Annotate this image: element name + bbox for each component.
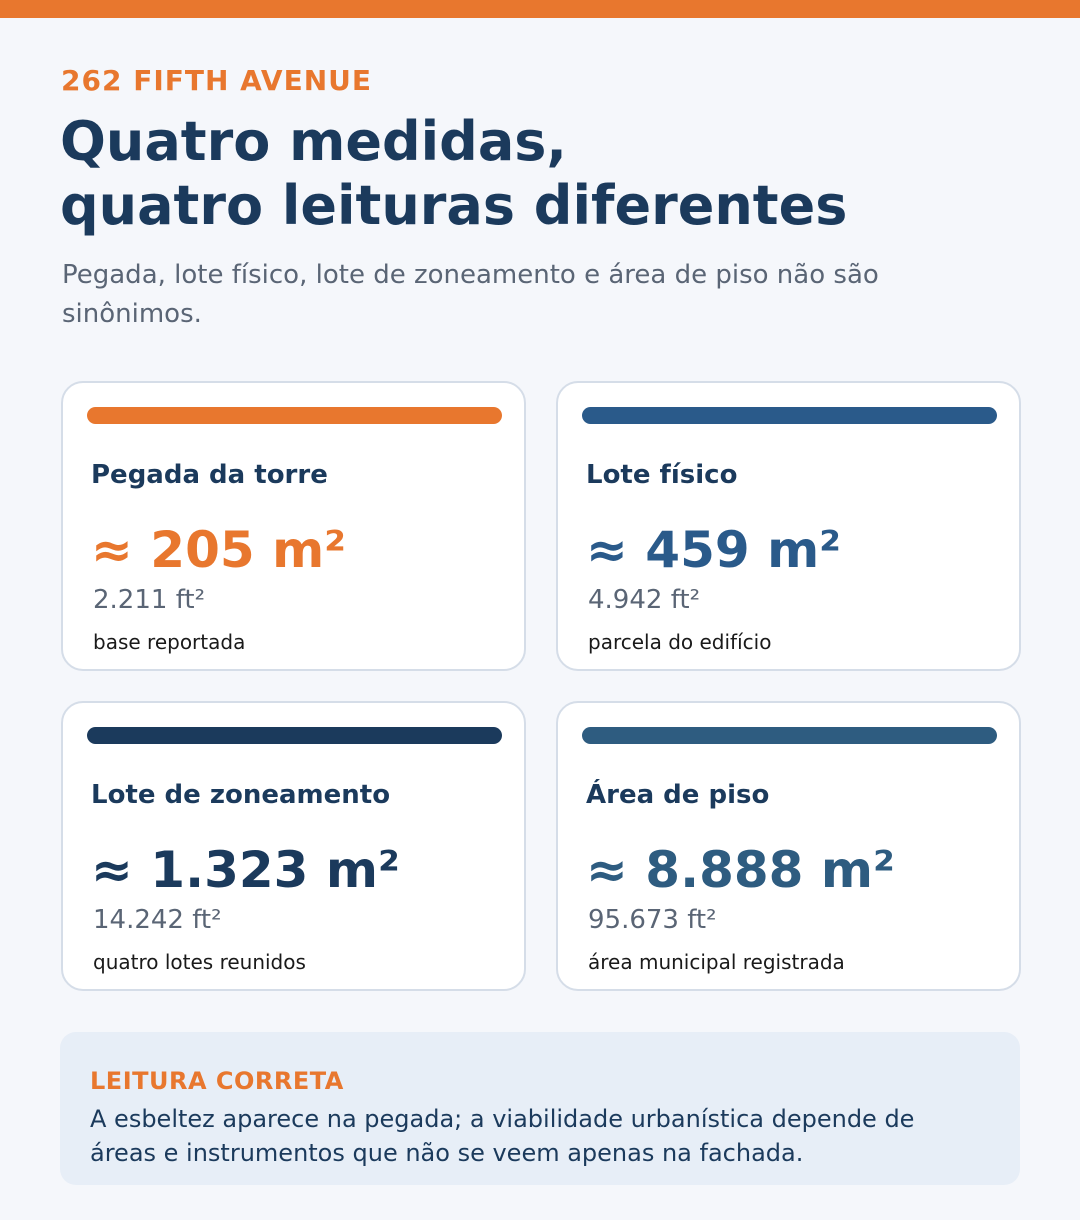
card-value-metric: ≈ 205 m²: [91, 521, 347, 579]
card-note: base reportada: [93, 630, 246, 654]
top-accent-bar: [0, 0, 1080, 18]
card-note: parcela do edifício: [588, 630, 772, 654]
card-label: Lote de zoneamento: [91, 780, 391, 810]
card-value-metric: ≈ 1.323 m²: [91, 841, 400, 899]
measure-card-physical-lot: Lote físico ≈ 459 m² 4.942 ft² parcela d…: [556, 381, 1021, 671]
card-value-imperial: 95.673 ft²: [588, 905, 717, 935]
card-label: Lote físico: [586, 460, 738, 490]
measure-card-floor-area: Área de piso ≈ 8.888 m² 95.673 ft² área …: [556, 701, 1021, 991]
card-note: quatro lotes reunidos: [93, 950, 306, 974]
card-label: Área de piso: [586, 780, 770, 810]
card-label: Pegada da torre: [91, 460, 328, 490]
card-color-bar: [87, 407, 502, 424]
card-value-metric: ≈ 459 m²: [586, 521, 842, 579]
card-value-imperial: 2.211 ft²: [93, 585, 206, 615]
callout-title: LEITURA CORRETA: [90, 1067, 344, 1095]
card-color-bar: [582, 727, 997, 744]
measure-card-footprint: Pegada da torre ≈ 205 m² 2.211 ft² base …: [61, 381, 526, 671]
measure-card-zoning-lot: Lote de zoneamento ≈ 1.323 m² 14.242 ft²…: [61, 701, 526, 991]
page-title: Quatro medidas, quatro leituras diferent…: [60, 110, 1020, 238]
card-value-metric: ≈ 8.888 m²: [586, 841, 895, 899]
card-value-imperial: 4.942 ft²: [588, 585, 701, 615]
card-note: área municipal registrada: [588, 950, 845, 974]
callout-box: LEITURA CORRETA A esbeltez aparece na pe…: [60, 1032, 1020, 1185]
card-color-bar: [87, 727, 502, 744]
title-line-2: quatro leituras diferentes: [60, 174, 848, 237]
card-value-imperial: 14.242 ft²: [93, 905, 222, 935]
title-line-1: Quatro medidas,: [60, 110, 567, 173]
page-subtitle: Pegada, lote físico, lote de zoneamento …: [62, 260, 879, 329]
eyebrow-address: 262 FIFTH AVENUE: [61, 64, 373, 97]
card-color-bar: [582, 407, 997, 424]
callout-text: A esbeltez aparece na pegada; a viabilid…: [90, 1105, 915, 1167]
